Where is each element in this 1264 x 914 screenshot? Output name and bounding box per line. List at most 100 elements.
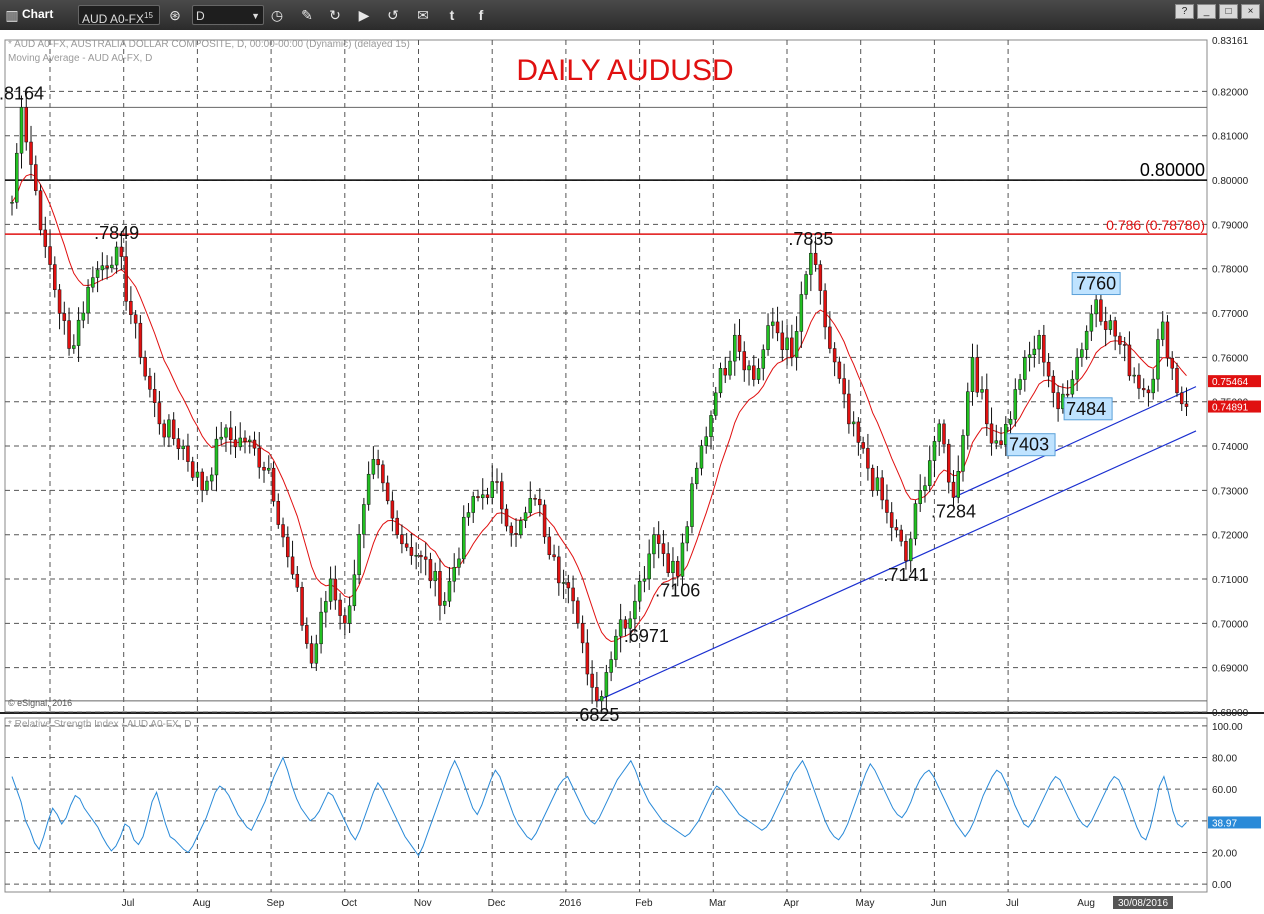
candle-body xyxy=(794,331,799,358)
candle-body xyxy=(728,360,732,376)
candle-body xyxy=(76,319,81,346)
candles xyxy=(10,91,1189,714)
candle-body xyxy=(842,378,846,395)
date-tag: 30/08/2016 xyxy=(1118,898,1168,909)
rsi-tick-label: 0.00 xyxy=(1212,880,1232,891)
candle-body xyxy=(519,520,523,535)
candle-body xyxy=(970,357,975,392)
candle-body xyxy=(1075,357,1079,380)
twitter-icon[interactable]: t xyxy=(449,7,455,23)
price-chart[interactable]: 0.80000 0.786 (0.78780) .8164 .7849 .6825 .6… xyxy=(0,30,1264,914)
play-icon[interactable]: ▶ xyxy=(358,7,370,23)
symbol-input[interactable]: AUD A0-FX15 xyxy=(78,5,160,26)
candle-body xyxy=(851,421,856,425)
candle-body xyxy=(999,440,1003,445)
chart-info-line-1: * AUD A0-FX, AUSTRALIA DOLLAR COMPOSITE,… xyxy=(8,39,410,50)
candle-body xyxy=(1151,378,1155,394)
candle-body xyxy=(1146,389,1151,394)
candle-body xyxy=(376,459,380,466)
candle-body xyxy=(1118,335,1122,345)
candle-body xyxy=(880,477,884,501)
clock-icon[interactable]: ◷ xyxy=(270,7,284,23)
candle-body xyxy=(24,107,29,143)
candle-body xyxy=(899,529,903,542)
facebook-icon[interactable]: f xyxy=(478,7,484,23)
link-icon[interactable]: ⊛ xyxy=(169,7,181,23)
price-tick-label: 0.78000 xyxy=(1212,265,1249,276)
candle-body xyxy=(504,508,509,527)
close-button[interactable]: × xyxy=(1241,4,1260,19)
pencil-icon[interactable]: ✎ xyxy=(301,7,313,23)
date-tick-label: Dec xyxy=(488,898,506,909)
candle-body xyxy=(53,264,57,290)
date-tick-label: Aug xyxy=(1077,898,1095,909)
candle-body xyxy=(557,556,561,584)
date-tick-label: Apr xyxy=(784,898,800,909)
date-tick-label: Jul xyxy=(1006,898,1019,909)
candle-body xyxy=(352,574,357,607)
candle-body xyxy=(314,643,319,664)
maximize-button[interactable]: □ xyxy=(1219,4,1238,19)
candle-body xyxy=(15,152,19,203)
candle-body xyxy=(1141,388,1146,391)
minimize-button[interactable]: _ xyxy=(1197,4,1216,19)
price-axis: 0.82000 0.81000 0.80000 0.79000 0.78000 0.770… xyxy=(1208,36,1261,719)
candle-body xyxy=(904,541,908,562)
help-button[interactable]: ? xyxy=(1175,4,1194,19)
candle-body xyxy=(637,581,642,602)
candle-body xyxy=(747,365,751,371)
price-tick-label: 0.68000 xyxy=(1212,708,1249,719)
candle-body xyxy=(1094,299,1098,315)
price-annotations: .8164 .7849 .6825 .6971 .7106 .7835 .7141 .7284… xyxy=(0,83,1121,725)
price-tick-label: 0.81000 xyxy=(1212,132,1249,143)
rsi-tick-label: 100.00 xyxy=(1212,722,1243,733)
candle-body xyxy=(561,582,566,584)
interval-select[interactable]: D ▼ xyxy=(192,5,264,25)
annotation-label: .6971 xyxy=(624,626,669,646)
watermark: © eSignal, 2016 xyxy=(8,698,72,708)
candle-body xyxy=(395,517,399,535)
candle-body xyxy=(913,503,918,540)
candle-body xyxy=(248,439,252,442)
candle-body xyxy=(785,337,789,351)
candle-body xyxy=(262,466,266,471)
candle-body xyxy=(428,559,433,582)
price-tag-last: 0.74891 xyxy=(1212,403,1249,414)
annotation-label: .7849 xyxy=(94,223,139,243)
annotation-label: .7106 xyxy=(655,580,700,600)
annotation-label: .7284 xyxy=(931,501,976,521)
candle-body xyxy=(228,427,233,440)
candle-body xyxy=(1042,334,1046,363)
candle-body xyxy=(19,107,24,154)
level-label: 0.786 (0.78780) xyxy=(1106,217,1205,233)
candle-body xyxy=(1089,313,1094,332)
candle-body xyxy=(400,534,404,545)
comment-icon[interactable]: ✉ xyxy=(417,7,429,23)
candle-body xyxy=(143,357,147,377)
candle-body xyxy=(1023,357,1027,380)
candle-body xyxy=(219,436,223,440)
candle-body xyxy=(647,553,651,580)
candle-body xyxy=(200,471,204,491)
candle-body xyxy=(861,442,865,449)
price-tick-label: 0.73000 xyxy=(1212,486,1249,497)
date-tick-label: Aug xyxy=(193,898,211,909)
refresh-icon[interactable]: ↻ xyxy=(329,7,341,23)
candle-body xyxy=(480,494,485,499)
candle-body xyxy=(167,419,171,438)
candle-body xyxy=(1032,348,1037,355)
candle-body xyxy=(452,567,456,582)
candle-body xyxy=(433,571,437,582)
candle-body xyxy=(713,392,718,416)
candle-body xyxy=(780,332,785,351)
candle-body xyxy=(733,334,737,362)
history-icon[interactable]: ↺ xyxy=(387,7,399,23)
candle-body xyxy=(224,427,228,438)
candle-body xyxy=(133,314,138,324)
candle-body xyxy=(656,534,661,544)
candle-body xyxy=(590,673,594,688)
candle-body xyxy=(723,368,728,376)
candle-body xyxy=(985,389,989,425)
candle-body xyxy=(509,525,514,534)
candle-body xyxy=(190,461,195,478)
